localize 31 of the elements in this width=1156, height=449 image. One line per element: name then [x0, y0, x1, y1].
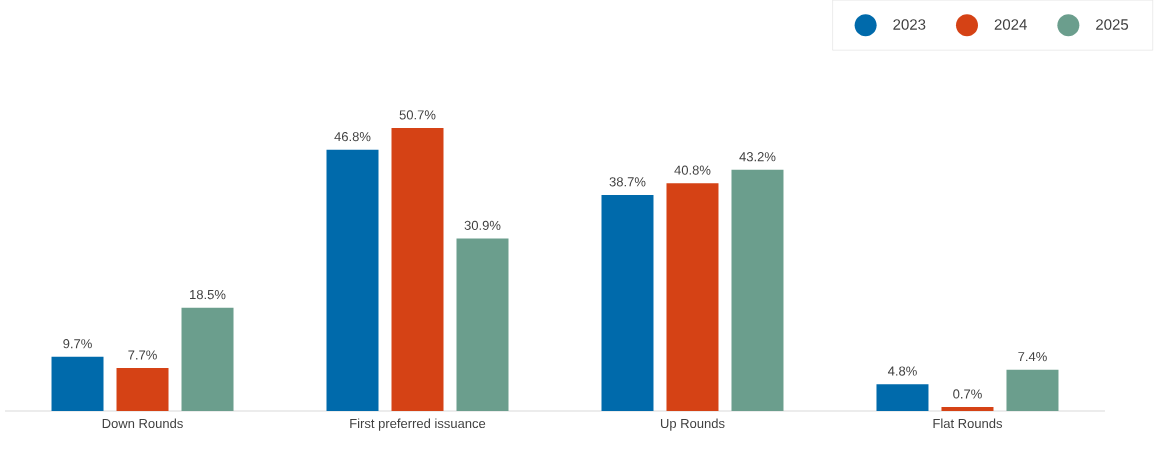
- data-label: 0.7%: [953, 389, 982, 399]
- bar: [51, 356, 104, 411]
- bar: [731, 169, 784, 411]
- bar: [456, 238, 509, 411]
- bar: [326, 149, 379, 411]
- data-label: 9.7%: [63, 339, 92, 349]
- x-tick-label: Down Rounds: [102, 418, 183, 429]
- data-label: 4.8%: [887, 366, 917, 376]
- legend-label: 2025: [1096, 19, 1129, 30]
- data-label: 30.9%: [464, 220, 501, 230]
- bar: [601, 194, 654, 411]
- data-label: 18.5%: [190, 289, 226, 300]
- legend-label: 2023: [893, 19, 926, 30]
- x-tick-label: Flat Rounds: [933, 418, 1003, 429]
- legend-label: 2024: [994, 19, 1027, 30]
- data-label: 40.8%: [674, 165, 711, 175]
- data-label: 7.4%: [1018, 352, 1047, 362]
- data-label: 50.7%: [399, 110, 436, 120]
- bar: [876, 384, 929, 411]
- data-label: 38.7%: [609, 177, 646, 187]
- bar: [391, 127, 444, 411]
- bar: [941, 407, 994, 411]
- bar: [181, 307, 234, 411]
- x-tick-label: Up Rounds: [660, 418, 725, 431]
- x-tick-label: First preferred issuance: [350, 418, 486, 431]
- bar: [116, 368, 169, 411]
- data-label: 7.7%: [128, 350, 157, 360]
- bar: [666, 183, 719, 411]
- bar: [1006, 369, 1059, 411]
- data-label: 46.8%: [334, 132, 371, 142]
- data-label: 43.2%: [739, 152, 776, 162]
